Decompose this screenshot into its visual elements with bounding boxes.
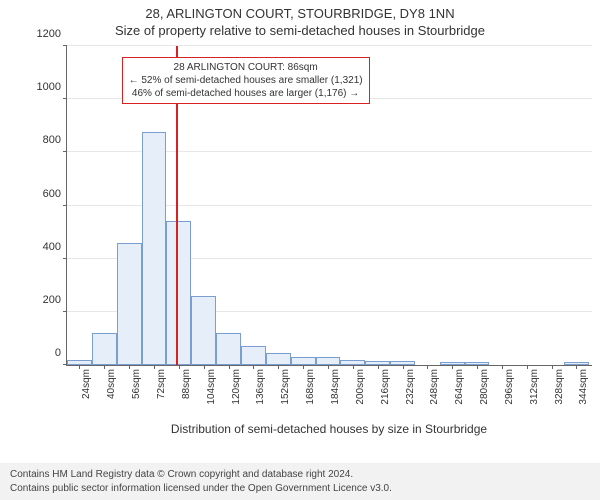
xtick-label: 88sqm <box>181 369 192 399</box>
xtick-mark <box>353 365 354 369</box>
histogram-bar <box>266 353 291 365</box>
ytick-label: 200 <box>43 294 61 306</box>
histogram-bar <box>166 221 191 365</box>
xtick-label: 152sqm <box>280 369 291 405</box>
footer-line1: Contains HM Land Registry data © Crown c… <box>10 468 590 482</box>
xtick-mark <box>129 365 130 369</box>
license-footer: Contains HM Land Registry data © Crown c… <box>0 463 600 500</box>
xtick-label: 184sqm <box>330 369 341 405</box>
page-root: 28, ARLINGTON COURT, STOURBRIDGE, DY8 1N… <box>0 0 600 500</box>
ytick-label: 1000 <box>37 81 61 93</box>
chart-container: Number of semi-detached properties 02004… <box>0 42 600 436</box>
plot-area: 02004006008001000120024sqm40sqm56sqm72sq… <box>66 46 592 366</box>
xtick-label: 312sqm <box>529 369 540 405</box>
xtick-mark <box>303 365 304 369</box>
page-title-line2: Size of property relative to semi-detach… <box>0 21 600 38</box>
x-axis-label: Distribution of semi-detached houses by … <box>66 422 592 436</box>
annotation-box: 28 ARLINGTON COURT: 86sqm← 52% of semi-d… <box>122 57 370 104</box>
page-title-line1: 28, ARLINGTON COURT, STOURBRIDGE, DY8 1N… <box>0 0 600 21</box>
xtick-label: 232sqm <box>405 369 416 405</box>
annotation-line2: ← 52% of semi-detached houses are smalle… <box>129 74 363 87</box>
xtick-label: 264sqm <box>454 369 465 405</box>
histogram-bar <box>291 357 316 365</box>
xtick-label: 136sqm <box>255 369 266 405</box>
xtick-mark <box>527 365 528 369</box>
histogram-bar <box>142 132 167 365</box>
histogram-bar <box>92 333 117 365</box>
histogram-bar <box>241 346 266 365</box>
xtick-label: 280sqm <box>479 369 490 405</box>
xtick-label: 24sqm <box>81 369 92 399</box>
xtick-label: 248sqm <box>429 369 440 405</box>
xtick-label: 120sqm <box>231 369 242 405</box>
histogram-bar <box>191 296 216 365</box>
xtick-mark <box>502 365 503 369</box>
xtick-mark <box>229 365 230 369</box>
ytick-label: 600 <box>43 188 61 200</box>
ytick-label: 400 <box>43 241 61 253</box>
xtick-label: 200sqm <box>355 369 366 405</box>
xtick-mark <box>378 365 379 369</box>
ytick-label: 800 <box>43 134 61 146</box>
xtick-label: 56sqm <box>131 369 142 399</box>
histogram-bar <box>216 333 241 365</box>
xtick-label: 344sqm <box>578 369 589 405</box>
xtick-mark <box>552 365 553 369</box>
ytick-label: 0 <box>55 347 61 359</box>
xtick-mark <box>403 365 404 369</box>
xtick-label: 40sqm <box>106 369 117 399</box>
xtick-mark <box>328 365 329 369</box>
annotation-line3: 46% of semi-detached houses are larger (… <box>129 87 363 100</box>
annotation-line1: 28 ARLINGTON COURT: 86sqm <box>129 61 363 74</box>
xtick-mark <box>477 365 478 369</box>
footer-line2: Contains public sector information licen… <box>10 482 590 496</box>
xtick-label: 168sqm <box>305 369 316 405</box>
xtick-label: 296sqm <box>504 369 515 405</box>
ytick-label: 1200 <box>37 28 61 40</box>
xtick-label: 72sqm <box>156 369 167 399</box>
xtick-mark <box>204 365 205 369</box>
xtick-label: 328sqm <box>554 369 565 405</box>
xtick-label: 104sqm <box>206 369 217 405</box>
histogram-bar <box>117 243 142 365</box>
xtick-mark <box>179 365 180 369</box>
xtick-label: 216sqm <box>380 369 391 405</box>
xtick-mark <box>154 365 155 369</box>
histogram-bar <box>316 357 341 365</box>
